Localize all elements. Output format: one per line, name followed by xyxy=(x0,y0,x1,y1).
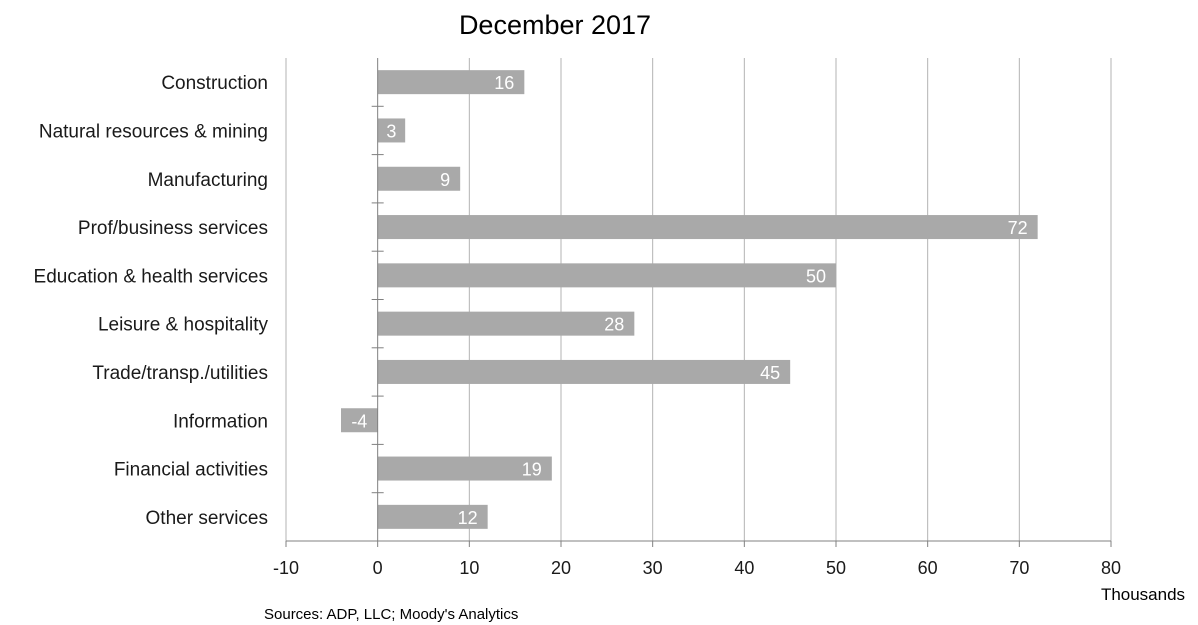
bar xyxy=(377,311,635,336)
x-tick-label: 70 xyxy=(1009,558,1029,578)
x-tick-label: 0 xyxy=(373,558,383,578)
category-label: Natural resources & mining xyxy=(39,121,268,142)
category-labels: Construction Natural resources & mining Ma… xyxy=(34,73,269,529)
bar xyxy=(377,118,406,143)
bar-data-label: 28 xyxy=(604,315,624,335)
x-tick-label: 60 xyxy=(918,558,938,578)
bar-data-label: -4 xyxy=(351,411,367,431)
bar xyxy=(377,456,552,481)
x-tick-label: 80 xyxy=(1101,558,1121,578)
bar xyxy=(377,504,488,529)
x-tick-label: 30 xyxy=(643,558,663,578)
bar-data-label: 3 xyxy=(386,121,396,141)
bar xyxy=(377,70,525,95)
category-label: Leisure & hospitality xyxy=(98,315,269,336)
bar-data-label: 16 xyxy=(494,73,514,93)
bar xyxy=(377,215,1038,240)
x-tick-label: -10 xyxy=(273,558,299,578)
x-tick-label: 10 xyxy=(459,558,479,578)
category-label: Manufacturing xyxy=(148,170,268,191)
bar-data-label: 50 xyxy=(806,266,826,286)
bar xyxy=(377,359,791,384)
category-label: Financial activities xyxy=(114,460,268,481)
source-note: Sources: ADP, LLC; Moody's Analytics xyxy=(264,606,518,623)
bar-data-label: 9 xyxy=(440,170,450,190)
bar-data-label: 72 xyxy=(1008,218,1028,238)
x-tick-label: 40 xyxy=(734,558,754,578)
x-tick-label: 50 xyxy=(826,558,846,578)
category-label: Education & health services xyxy=(34,266,268,287)
x-axis-unit-label: Thousands xyxy=(1101,585,1185,604)
grid-lines xyxy=(285,58,1112,541)
category-label: Trade/transp./utilities xyxy=(92,363,268,384)
category-label: Information xyxy=(173,411,268,432)
bar-data-label: 45 xyxy=(760,363,780,383)
chart-title: December 2017 xyxy=(459,10,651,40)
bars: 16 3 9 72 50 28 45 -4 19 12 xyxy=(341,70,1038,529)
bar xyxy=(377,166,461,191)
category-label: Other services xyxy=(146,508,268,529)
x-tick-label: 20 xyxy=(551,558,571,578)
category-label: Prof/business services xyxy=(78,218,268,239)
axes xyxy=(285,58,1112,547)
bar-data-label: 19 xyxy=(522,460,542,480)
category-label: Construction xyxy=(161,73,268,94)
bar-data-label: 12 xyxy=(458,508,478,528)
x-tick-labels: -10 0 10 20 30 40 50 60 70 80 xyxy=(273,558,1121,578)
bar xyxy=(341,408,378,433)
bar xyxy=(377,263,836,288)
